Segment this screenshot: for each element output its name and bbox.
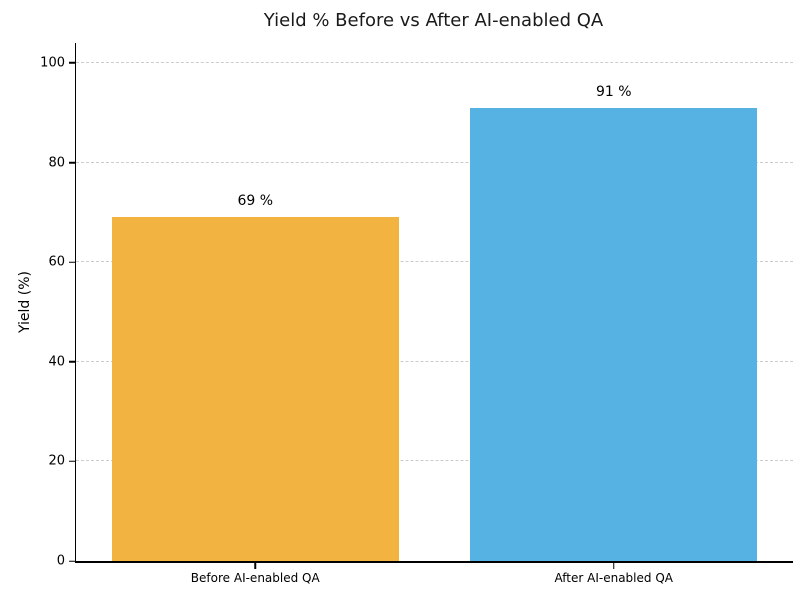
chart-title: Yield % Before vs After AI-enabled QA <box>263 10 604 31</box>
bar-value-label: 69 % <box>237 193 274 210</box>
x-tick-mark <box>613 563 615 569</box>
y-tick-label: 20 <box>48 453 65 469</box>
x-tick-mark <box>254 563 256 569</box>
y-tick-mark <box>69 161 76 164</box>
y-tick-label: 60 <box>48 254 65 270</box>
gridline <box>76 61 793 63</box>
bar-value-label: 91 % <box>595 83 632 100</box>
gridline <box>76 360 793 362</box>
y-tick-label: 0 <box>56 553 65 569</box>
y-tick-mark <box>69 62 76 64</box>
y-tick-label: 100 <box>40 55 65 71</box>
gridline <box>76 261 793 263</box>
plot-area: 0 20 40 60 80 100 69 % Before AI-enabled QA 91 %… <box>40 43 793 585</box>
y-tick-label: 40 <box>48 354 65 370</box>
bar <box>470 107 758 561</box>
y-tick-mark <box>69 361 76 363</box>
x-tick-label: Before AI-enabled QA <box>190 571 320 585</box>
y-tick-mark <box>69 261 76 263</box>
bar <box>111 217 399 561</box>
y-tick-mark <box>69 460 76 463</box>
x-tick-label: After AI-enabled QA <box>554 571 673 585</box>
y-axis-label: Yield (%) <box>17 270 33 334</box>
y-tick-label: 80 <box>48 155 65 171</box>
gridline <box>76 161 793 163</box>
gridline <box>76 460 793 462</box>
y-tick-mark <box>69 560 76 562</box>
